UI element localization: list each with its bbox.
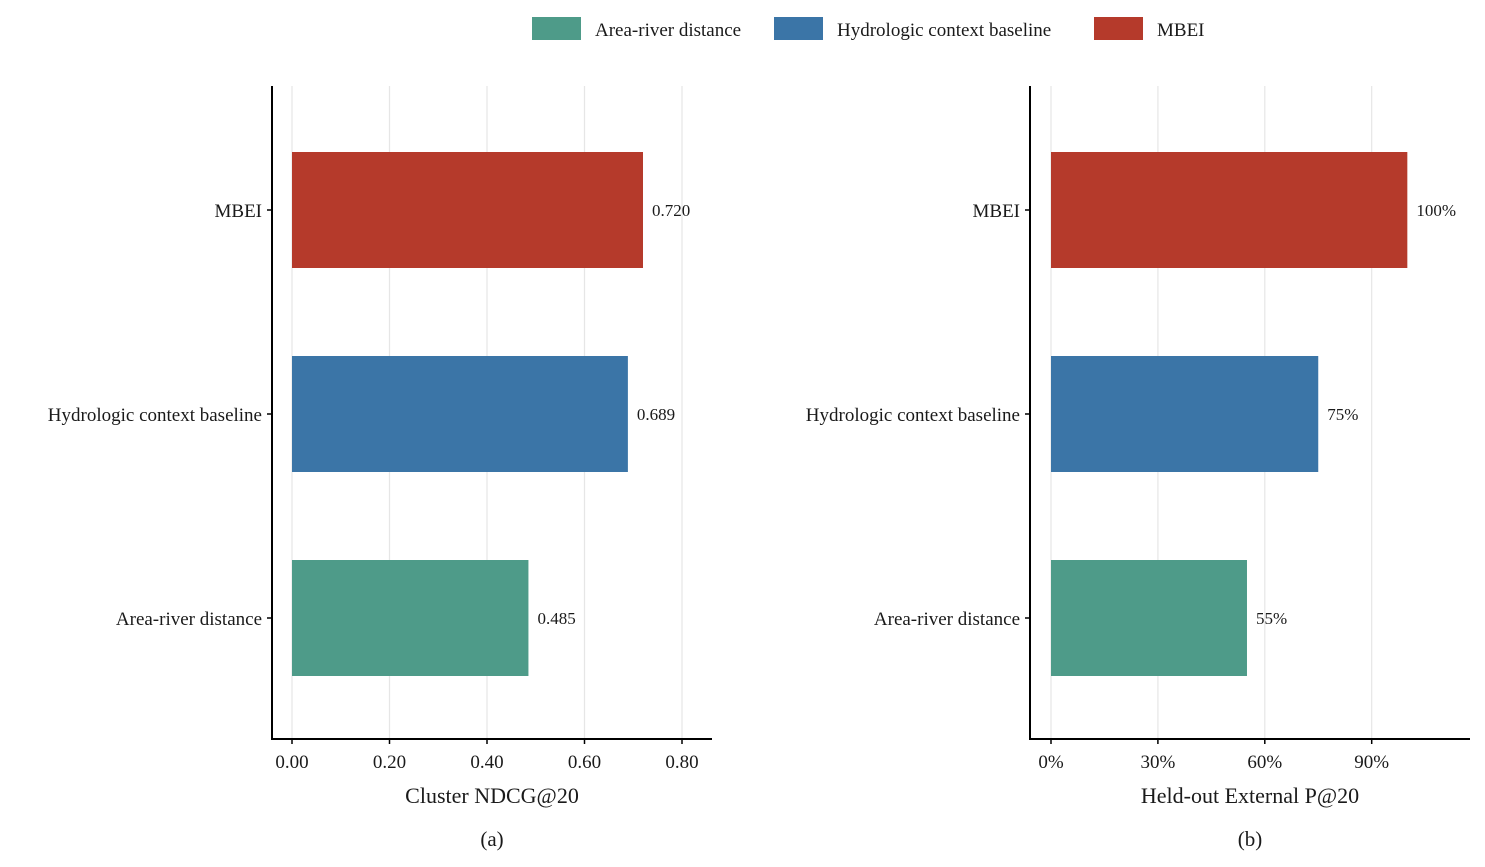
bar-area-river-distance xyxy=(292,560,529,676)
category-label-area-river-distance: Area-river distance xyxy=(874,609,1020,630)
panel-label: (b) xyxy=(1238,827,1263,851)
x-tick-label: 60% xyxy=(1247,752,1282,773)
legend-swatch-hydrologic-context-baseline xyxy=(774,17,823,40)
category-label-mbei: MBEI xyxy=(973,201,1021,222)
legend-swatch-area-river-distance xyxy=(532,17,581,40)
category-label-hydrologic-context-baseline: Hydrologic context baseline xyxy=(806,405,1020,426)
legend-label-hydrologic-context-baseline: Hydrologic context baseline xyxy=(837,20,1051,41)
legend-label-mbei: MBEI xyxy=(1157,20,1205,41)
bar-hydrologic-context-baseline xyxy=(292,356,628,472)
x-tick-label: 90% xyxy=(1354,752,1389,773)
bar-mbei xyxy=(292,152,643,268)
value-label-mbei: 0.720 xyxy=(652,201,690,220)
bar-area-river-distance xyxy=(1051,560,1247,676)
panel-b: 55% 75% 100% Area-river distance Hydrologic … xyxy=(806,86,1470,851)
x-tick-label: 0.00 xyxy=(275,752,308,773)
value-label-area-river-distance: 0.485 xyxy=(537,609,575,628)
x-tick-label: 0.80 xyxy=(665,752,698,773)
x-tick-label: 0.20 xyxy=(373,752,406,773)
x-axis-title: Held-out External P@20 xyxy=(1141,783,1359,808)
x-tick-label: 0% xyxy=(1038,752,1064,773)
legend: Area-river distance Hydrologic context ba… xyxy=(532,17,1205,41)
x-tick-label: 0.40 xyxy=(470,752,503,773)
category-label-area-river-distance: Area-river distance xyxy=(116,609,262,630)
value-label-area-river-distance: 55% xyxy=(1256,609,1287,628)
legend-label-area-river-distance: Area-river distance xyxy=(595,20,741,41)
value-label-mbei: 100% xyxy=(1416,201,1456,220)
value-label-hydrologic-context-baseline: 75% xyxy=(1327,405,1358,424)
value-label-hydrologic-context-baseline: 0.689 xyxy=(637,405,675,424)
legend-swatch-mbei xyxy=(1094,17,1143,40)
category-label-mbei: MBEI xyxy=(215,201,263,222)
x-tick-label: 0.60 xyxy=(568,752,601,773)
category-label-hydrologic-context-baseline: Hydrologic context baseline xyxy=(48,405,262,426)
bar-mbei xyxy=(1051,152,1408,268)
bar-hydrologic-context-baseline xyxy=(1051,356,1319,472)
x-tick-label: 30% xyxy=(1140,752,1175,773)
panel-label: (a) xyxy=(480,827,503,851)
x-axis-title: Cluster NDCG@20 xyxy=(405,783,579,808)
panel-a: 0.485 0.689 0.720 Area-river distance Hydrol… xyxy=(48,86,712,851)
